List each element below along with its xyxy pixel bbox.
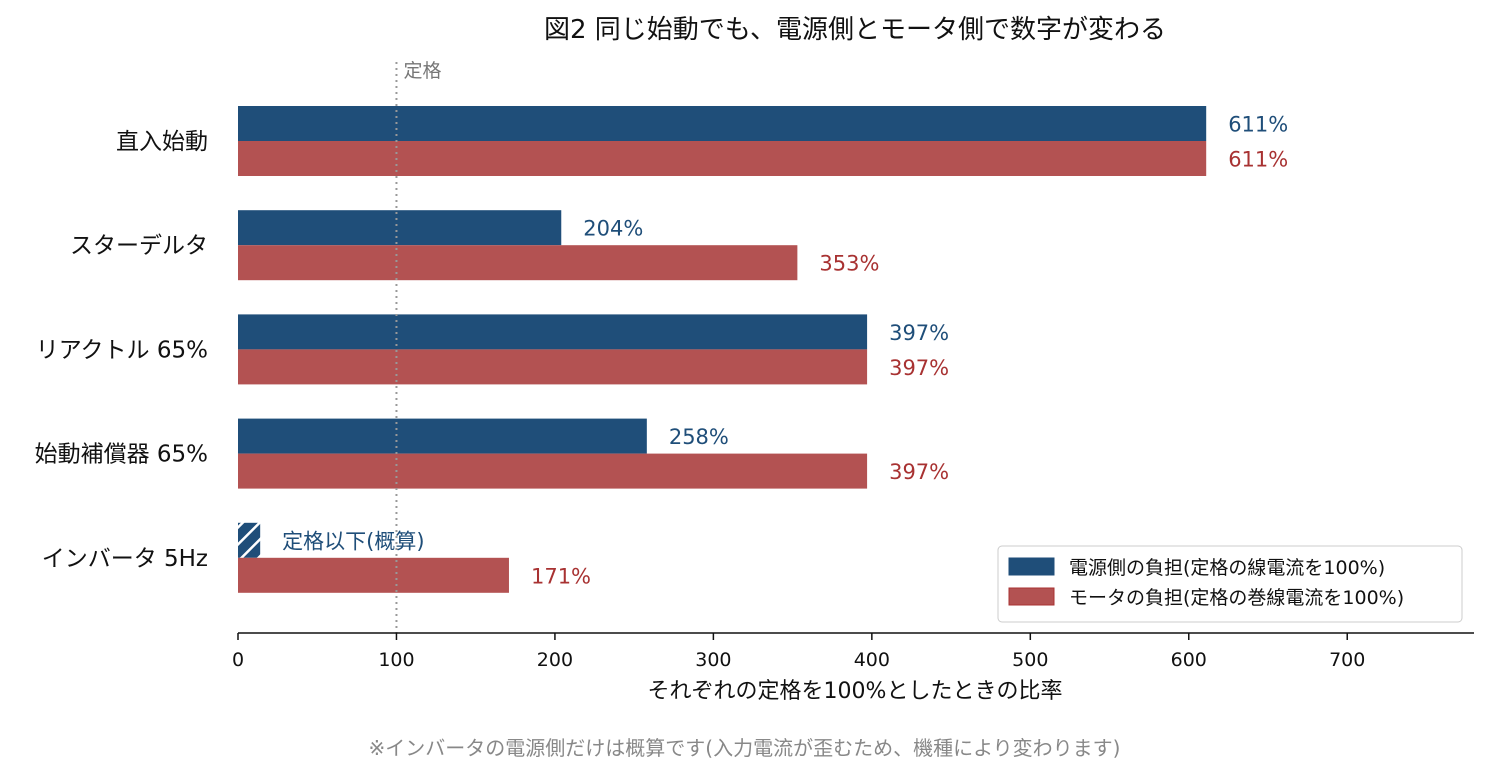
- bar-motor: [238, 453, 868, 489]
- legend-swatch: [1008, 587, 1055, 606]
- bar-supply: [238, 106, 1207, 141]
- category-label: スターデルタ: [70, 233, 208, 259]
- data-label: 397%: [889, 460, 949, 484]
- category-label: リアクトル 65%: [36, 337, 208, 363]
- x-tick-label: 100: [378, 649, 414, 671]
- data-label: 397%: [889, 321, 949, 345]
- data-label: 397%: [889, 356, 949, 380]
- legend: 電源側の負担(定格の線電流を100%) モータの負担(定格の巻線電流を100%): [997, 545, 1463, 623]
- plot-area: 直入始動 611% 611% スターデルタ 204% 353% リアクトル 65% 397% 3…: [35, 60, 1474, 671]
- x-tick-label: 200: [537, 649, 573, 671]
- legend-box: [997, 545, 1463, 623]
- category-label: 始動補償器 65%: [35, 442, 208, 468]
- data-label: 204%: [583, 217, 643, 241]
- data-label: 611%: [1228, 113, 1288, 137]
- category-label: インバータ 5Hz: [42, 546, 208, 572]
- x-tick-label: 500: [1012, 649, 1048, 671]
- bar-supply: [238, 314, 868, 350]
- data-label: 171%: [531, 564, 591, 588]
- chart: 図2 同じ始動でも、電源側とモータ側で数字が変わる 直入始動 611% 611% スタ…: [35, 15, 1474, 704]
- x-tick-label: 700: [1329, 649, 1365, 671]
- legend-swatch: [1008, 557, 1055, 576]
- category-label: 直入始動: [116, 129, 208, 155]
- data-label: 258%: [669, 425, 729, 449]
- x-tick-label: 400: [854, 649, 890, 671]
- x-tick-label: 0: [232, 649, 244, 671]
- chart-title: 図2 同じ始動でも、電源側とモータ側で数字が変わる: [544, 15, 1166, 45]
- bar-motor: [238, 245, 798, 281]
- footnote: ※インバータの電源側だけは概算です(入力電流が歪むため、機種により変わります): [368, 736, 1121, 760]
- bar-supply: [238, 418, 647, 454]
- legend-label: 電源側の負担(定格の線電流を100%): [1069, 557, 1385, 579]
- data-label: 611%: [1228, 148, 1288, 172]
- reference-line-label: 定格: [403, 60, 441, 82]
- legend-label: モータの負担(定格の巻線電流を100%): [1069, 587, 1404, 609]
- x-tick-label: 300: [695, 649, 731, 671]
- bar-motor: [238, 557, 509, 593]
- data-label: 353%: [819, 252, 879, 276]
- bar-supply: [238, 210, 562, 246]
- bar-supply: [238, 522, 261, 558]
- x-tick-label: 600: [1171, 649, 1207, 671]
- x-axis-label: それぞれの定格を100%としたときの比率: [648, 679, 1063, 704]
- bar-motor: [238, 349, 868, 385]
- bar-motor: [238, 141, 1207, 176]
- data-label: 定格以下(概算): [282, 529, 424, 553]
